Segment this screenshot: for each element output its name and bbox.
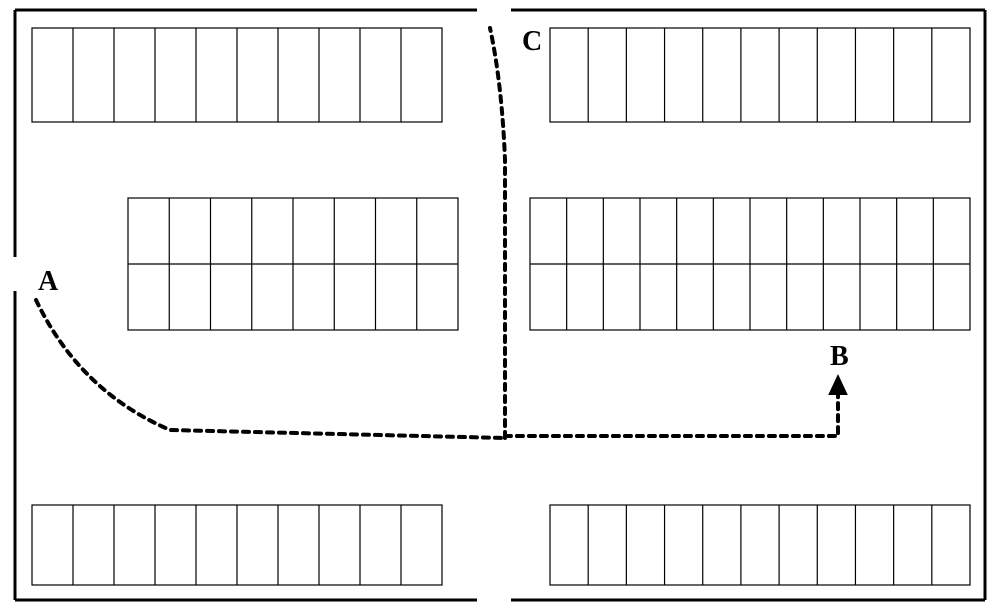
parking-lot-diagram: A B C — [0, 0, 1000, 611]
route-a-to-b — [36, 300, 838, 438]
label-b: B — [830, 341, 849, 372]
block-top_right — [550, 28, 970, 122]
point-labels: A B C — [38, 26, 849, 372]
block-bottom_left — [32, 505, 442, 585]
block-mid_right — [530, 198, 970, 330]
label-c: C — [522, 26, 542, 57]
route-branch-to-c — [490, 28, 505, 438]
label-a: A — [38, 266, 59, 297]
block-mid_left — [128, 198, 458, 330]
arrowhead-icon — [828, 374, 848, 395]
block-bottom_right — [550, 505, 970, 585]
block-top_left — [32, 28, 442, 122]
